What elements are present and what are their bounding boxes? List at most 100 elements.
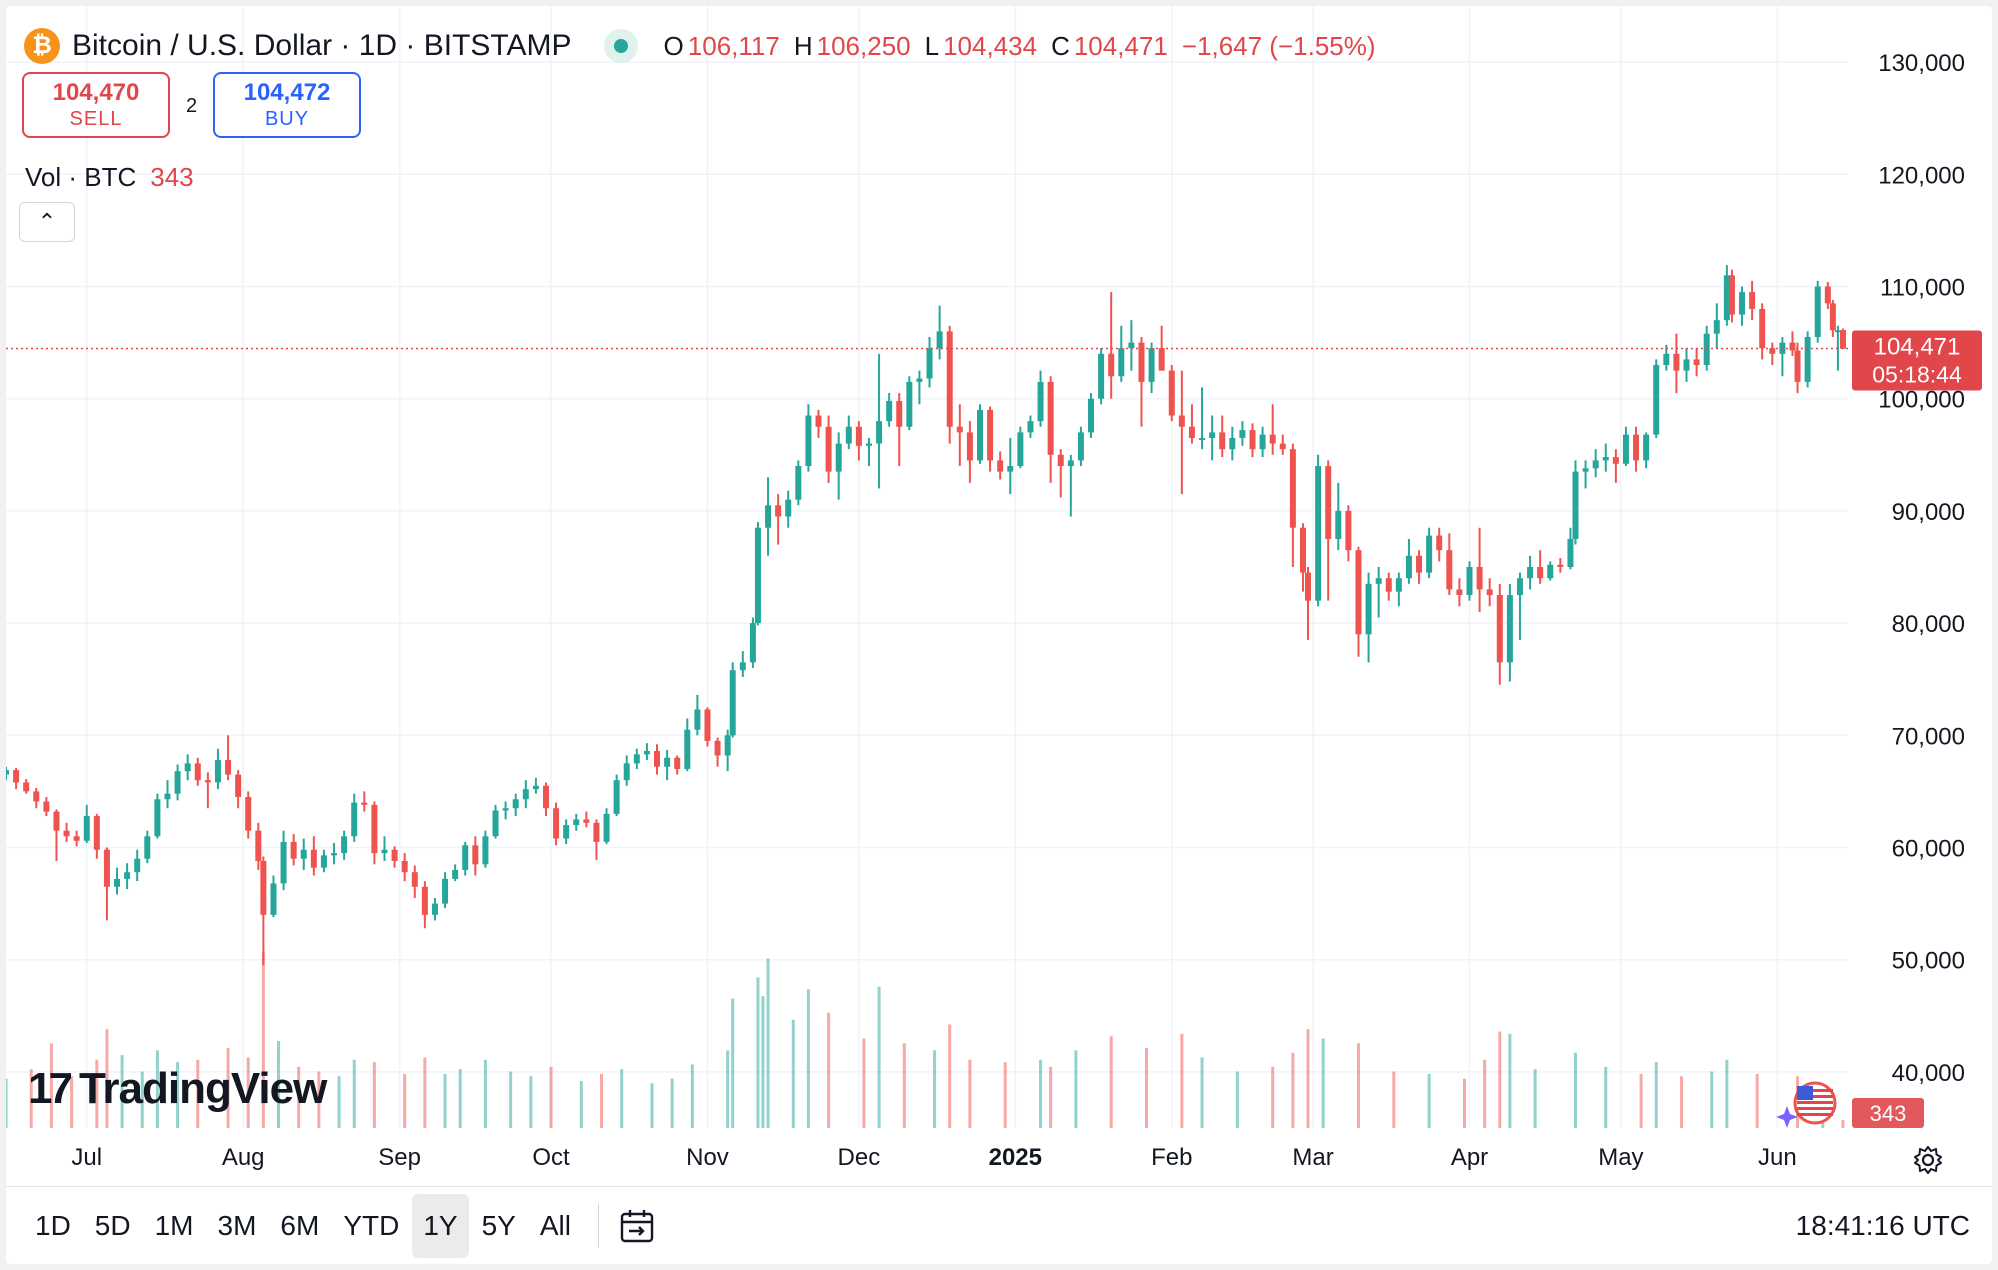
candle-body: [164, 793, 171, 800]
volume-bar: [317, 1071, 321, 1128]
candle-body: [1405, 555, 1412, 579]
candle-body: [1673, 353, 1680, 371]
candle: [896, 393, 903, 467]
time-tick-label: Aug: [222, 1144, 265, 1171]
volume-legend-label: Vol · BTC: [25, 162, 137, 192]
candle: [1047, 376, 1054, 483]
time-axis[interactable]: Jul Aug Sep Oct Nov Dec 2025 Feb Mar Apr May Jun: [71, 1144, 1796, 1171]
settings-icon[interactable]: [1912, 1144, 1944, 1176]
range-button-6m[interactable]: 6M: [280, 1210, 320, 1241]
candle: [1249, 423, 1256, 458]
candle: [1713, 303, 1720, 349]
live-status-icon[interactable]: [603, 29, 638, 63]
candle: [704, 707, 711, 747]
range-button-3m[interactable]: 3M: [217, 1210, 257, 1241]
candle: [214, 748, 221, 790]
candle-body: [613, 780, 620, 814]
candle-body: [1582, 468, 1589, 472]
candle: [825, 415, 832, 483]
candle: [1506, 583, 1513, 682]
candle: [1088, 393, 1095, 438]
candle-body: [1138, 342, 1145, 382]
time-tick-label: Jun: [1758, 1144, 1797, 1171]
candle-body: [1395, 578, 1402, 592]
candle: [341, 830, 348, 860]
utc-clock[interactable]: 18:41:16 UTC: [1795, 1210, 1970, 1241]
candle: [300, 838, 307, 870]
candle: [643, 743, 650, 760]
volume-bar: [549, 1066, 553, 1128]
volume-bar: [806, 989, 810, 1128]
sell-button[interactable]: 104,470 SELL: [22, 72, 170, 138]
range-button-all[interactable]: All: [539, 1210, 571, 1241]
candle: [583, 811, 590, 828]
candle-body: [1814, 286, 1821, 337]
candle-body: [144, 836, 151, 859]
candle-body: [916, 378, 923, 382]
volume-bar: [756, 977, 760, 1128]
low-value: 104,434: [943, 30, 1038, 61]
candle: [1516, 572, 1523, 640]
volume-legend[interactable]: Vol · BTC 343: [25, 162, 194, 193]
range-button-5y[interactable]: 5Y: [481, 1210, 516, 1241]
collapse-icon[interactable]: ⌃: [19, 202, 75, 242]
bottom-toolbar: 1D 5D 1M 3M 6M YTD 1Y 5Y All 18:41:16 UTC: [6, 1186, 1992, 1264]
calendar-goto-icon[interactable]: [617, 1206, 657, 1246]
candle: [93, 813, 100, 859]
candle-body: [906, 381, 913, 427]
candle-body: [502, 808, 509, 811]
flag-canton: [1797, 1086, 1813, 1100]
candle: [103, 847, 110, 921]
tradingview-logo[interactable]: 17 TradingView: [28, 1064, 327, 1114]
candle: [835, 432, 842, 500]
candle: [754, 522, 761, 626]
volume-bar: [1841, 1119, 1845, 1128]
candle: [174, 764, 181, 801]
volume-tag: [1852, 1098, 1924, 1128]
range-button-ytd[interactable]: YTD: [343, 1210, 400, 1241]
price-tick-label: 130,000: [1878, 50, 1965, 77]
candle: [739, 651, 746, 677]
candle-body: [431, 903, 438, 915]
chart-canvas[interactable]: 40,000 50,000 60,000 70,000 80,000 90,000 100,…: [6, 6, 1992, 1186]
range-button-1y[interactable]: 1Y: [412, 1194, 469, 1258]
range-button-1d[interactable]: 1D: [35, 1210, 71, 1241]
candle: [1299, 523, 1306, 592]
range-button-1m[interactable]: 1M: [154, 1210, 194, 1241]
candle: [613, 774, 620, 817]
buy-button[interactable]: 104,472 BUY: [213, 72, 361, 138]
range-button-5d[interactable]: 5D: [94, 1210, 131, 1241]
candle: [1653, 359, 1660, 438]
candle-body: [876, 421, 883, 444]
candle-body: [83, 816, 90, 841]
candle-body: [865, 443, 872, 446]
candle-body: [724, 735, 731, 756]
candle-body: [1693, 359, 1700, 366]
volume-bar: [1679, 1076, 1683, 1128]
candle: [1804, 331, 1811, 388]
candle: [124, 863, 131, 890]
candle: [916, 370, 923, 405]
candle: [1365, 572, 1372, 663]
candle-body: [472, 845, 479, 865]
candle: [1077, 426, 1084, 467]
candle-body: [1769, 348, 1776, 354]
candle-body: [194, 763, 201, 781]
candle-body: [1299, 527, 1306, 573]
candle-body: [1653, 365, 1660, 435]
candle-body: [1229, 437, 1236, 450]
candle: [906, 376, 913, 431]
price-axis[interactable]: 40,000 50,000 60,000 70,000 80,000 90,000 100,…: [1878, 50, 1965, 1087]
candle-body: [93, 816, 100, 850]
candle-body: [987, 409, 994, 461]
candle: [1436, 527, 1443, 562]
us-flag-icon[interactable]: [1776, 1081, 1837, 1128]
candle-body: [886, 400, 893, 422]
toolbar-divider: [597, 1204, 599, 1248]
symbol-title[interactable]: Bitcoin / U.S. Dollar · 1D · BITSTAMP: [72, 29, 572, 62]
candle-body: [174, 771, 181, 794]
candle-body: [1683, 359, 1690, 371]
candle-body: [1537, 567, 1544, 579]
volume-bar: [1508, 1033, 1512, 1128]
time-tick-label: Sep: [378, 1144, 421, 1171]
